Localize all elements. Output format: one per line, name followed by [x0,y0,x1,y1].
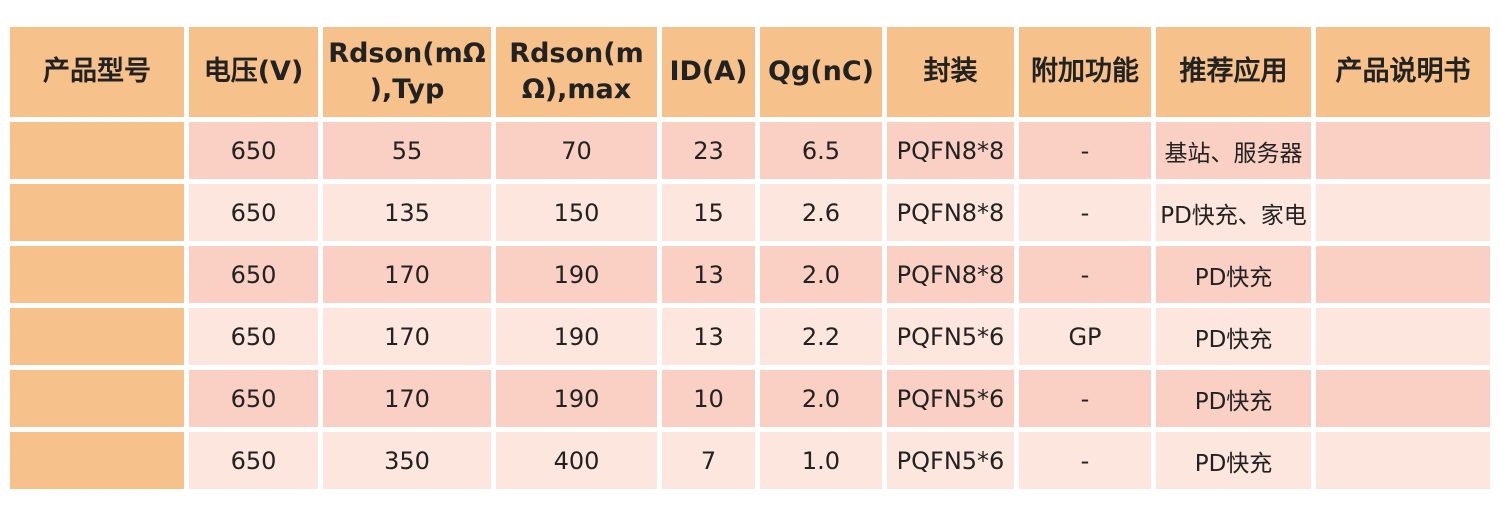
table-cell: 7 [662,432,755,489]
table-cell: 170 [323,370,491,427]
table-cell: 55 [323,122,491,179]
product-table: 产品型号 电压(V) Rdson(mΩ),Typ Rdson(mΩ),max ID(A)… [5,22,1495,494]
table-cell: 650 [189,432,318,489]
table-cell: 170 [323,308,491,365]
header-cell: Rdson(mΩ),max [496,27,657,117]
table-cell: - [1019,184,1151,241]
table-cell: - [1019,370,1151,427]
table-cell: 1.0 [760,432,882,489]
model-cell [10,370,184,427]
table-cell: 150 [496,184,657,241]
table-row: 650 170 190 10 2.0 PQFN5*6- PD快充 [10,370,1490,427]
table-cell: PQFN5*6 [887,432,1014,489]
table-cell: 2.0 [760,370,882,427]
table-cell: 2.0 [760,246,882,303]
table-cell: 13 [662,246,755,303]
table-cell: 2.2 [760,308,882,365]
table-cell: 190 [496,308,657,365]
table-cell: PQFN5*6 [887,370,1014,427]
table-cell: 23 [662,122,755,179]
table-cell: PD快充 [1156,370,1311,427]
table-cell: PD快充 [1156,432,1311,489]
table-cell: PD快充 [1156,308,1311,365]
table-cell: 190 [496,370,657,427]
datasheet-cell [1316,370,1490,427]
table-cell: 15 [662,184,755,241]
table-cell: 135 [323,184,491,241]
table-cell: 650 [189,308,318,365]
header-row: 产品型号 电压(V) Rdson(mΩ),Typ Rdson(mΩ),max ID(A)… [10,27,1490,117]
table-cell: 400 [496,432,657,489]
table-cell: PQFN8*8 [887,246,1014,303]
table-cell: - [1019,122,1151,179]
datasheet-cell [1316,122,1490,179]
table-cell: PD快充 [1156,246,1311,303]
table-cell: 650 [189,122,318,179]
header-cell: 推荐应用 [1156,27,1311,117]
table-cell: 10 [662,370,755,427]
datasheet-cell [1316,246,1490,303]
header-cell: 附加功能 [1019,27,1151,117]
table-cell: PQFN8*8 [887,184,1014,241]
table-cell: - [1019,432,1151,489]
model-cell [10,246,184,303]
datasheet-cell [1316,308,1490,365]
table-body: 650 55 70 23 6.5 PQFN8*8- 基站、服务器 650 135 150 15 2.6… [10,122,1490,489]
table-cell: 2.6 [760,184,882,241]
table-cell: - [1019,246,1151,303]
table-cell: 190 [496,246,657,303]
header-cell: ID(A) [662,27,755,117]
model-cell [10,308,184,365]
table-row: 650 170 190 13 2.2 PQFN5*6 GP PD快充 [10,308,1490,365]
datasheet-cell [1316,184,1490,241]
table-cell: PQFN8*8 [887,122,1014,179]
table-row: 650 350 400 7 1.0 PQFN5*6- PD快充 [10,432,1490,489]
table-cell: PQFN5*6 [887,308,1014,365]
header-cell: 电压(V) [189,27,318,117]
table-cell: 650 [189,370,318,427]
header-cell: Rdson(mΩ),Typ [323,27,491,117]
table-row: 650 55 70 23 6.5 PQFN8*8- 基站、服务器 [10,122,1490,179]
table-row: 650 135 150 15 2.6 PQFN8*8- PD快充、家电 [10,184,1490,241]
table-cell: 70 [496,122,657,179]
datasheet-cell [1316,432,1490,489]
table-cell: 基站、服务器 [1156,122,1311,179]
model-cell [10,122,184,179]
table-cell: 650 [189,246,318,303]
table-cell: 6.5 [760,122,882,179]
table-cell: 350 [323,432,491,489]
table-cell: GP [1019,308,1151,365]
header-cell: 封装 [887,27,1014,117]
table-cell: 170 [323,246,491,303]
table-cell: 650 [189,184,318,241]
model-cell [10,432,184,489]
table-row: 650 170 190 13 2.0 PQFN8*8- PD快充 [10,246,1490,303]
table-cell: 13 [662,308,755,365]
model-cell [10,184,184,241]
header-cell: 产品型号 [10,27,184,117]
table-cell: PD快充、家电 [1156,184,1311,241]
header-cell: Qg(nC) [760,27,882,117]
header-cell: 产品说明书 [1316,27,1490,117]
